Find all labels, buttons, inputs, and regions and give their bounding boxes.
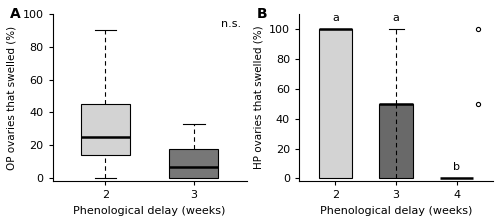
Text: n.s.: n.s. bbox=[220, 19, 240, 29]
Bar bbox=[81, 104, 130, 155]
Y-axis label: OP ovaries that swelled (%): OP ovaries that swelled (%) bbox=[7, 26, 17, 170]
X-axis label: Phenological delay (weeks): Phenological delay (weeks) bbox=[74, 206, 226, 216]
Text: B: B bbox=[256, 7, 267, 21]
Text: A: A bbox=[10, 7, 20, 21]
Text: b: b bbox=[453, 163, 460, 172]
X-axis label: Phenological delay (weeks): Phenological delay (weeks) bbox=[320, 206, 472, 216]
Y-axis label: HP ovaries that swelled (%): HP ovaries that swelled (%) bbox=[254, 26, 264, 169]
Bar bbox=[380, 104, 412, 178]
Bar bbox=[319, 29, 352, 178]
Text: a: a bbox=[392, 13, 400, 23]
Bar bbox=[170, 149, 218, 178]
Text: a: a bbox=[332, 13, 339, 23]
